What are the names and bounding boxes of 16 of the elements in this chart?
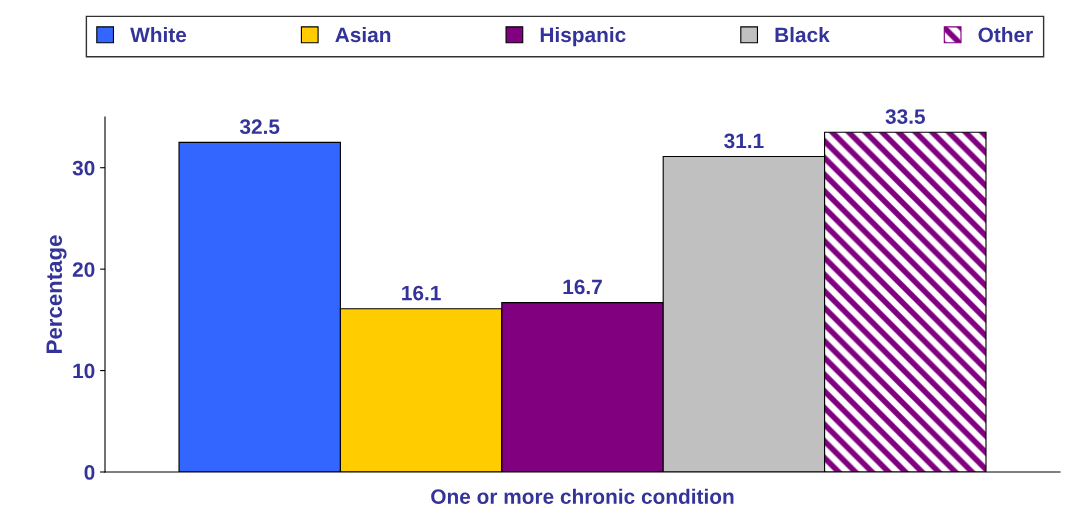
y-axis-title: Percentage: [46, 235, 67, 353]
legend-label: Hispanic: [540, 26, 626, 47]
data-label: 31.1: [724, 133, 764, 149]
legend-label: White: [130, 26, 187, 43]
data-label: 16.1: [402, 285, 441, 301]
y-tick-label: 20: [72, 262, 95, 277]
data-label: 33.5: [885, 109, 925, 124]
legend-label: Other: [978, 26, 1033, 43]
y-tick-label: 30: [72, 160, 95, 176]
y-tick-label: 0: [84, 465, 95, 480]
data-label: 16.7: [563, 279, 602, 295]
data-label: 32.5: [239, 119, 280, 135]
legend-label: Asian: [335, 26, 391, 43]
y-tick-label: 10: [73, 363, 95, 379]
legend-label: Black: [775, 26, 830, 43]
x-tick-label: One or more chronic condition: [431, 488, 734, 504]
